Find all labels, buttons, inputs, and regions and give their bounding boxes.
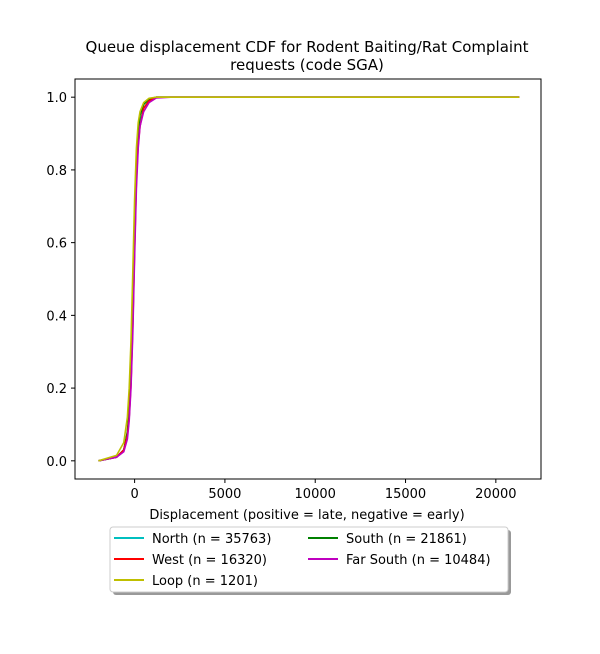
legend-label-2: Loop (n = 1201) xyxy=(152,574,258,589)
x-tick-label-4: 20000 xyxy=(475,487,516,502)
x-axis-label: Displacement (positive = late, negative … xyxy=(149,508,464,523)
series-line-4 xyxy=(98,96,520,462)
series-line-1 xyxy=(98,96,520,462)
chart-title-line2: requests (code SGA) xyxy=(230,56,384,74)
x-tick-label-1: 5000 xyxy=(208,487,241,502)
series-line-3 xyxy=(98,96,520,462)
legend-label-0: North (n = 35763) xyxy=(152,532,271,547)
x-tick-label-2: 10000 xyxy=(295,487,336,502)
y-tick-label-0: 0.0 xyxy=(46,455,67,470)
legend-label-3: South (n = 21861) xyxy=(346,532,467,547)
legend-label-1: West (n = 16320) xyxy=(152,553,267,568)
y-tick-label-1: 0.2 xyxy=(46,382,67,397)
plot-frame xyxy=(74,78,542,480)
y-tick-label-3: 0.6 xyxy=(46,237,67,252)
y-tick-label-4: 0.8 xyxy=(46,164,67,179)
chart-title-line1: Queue displacement CDF for Rodent Baitin… xyxy=(86,38,529,56)
x-tick-label-3: 15000 xyxy=(385,487,426,502)
legend: North (n = 35763) West (n = 16320) Loop (n… xyxy=(109,526,511,595)
y-tick-label-5: 1.0 xyxy=(46,91,67,106)
y-tick-label-2: 0.4 xyxy=(46,309,67,324)
legend-label-4: Far South (n = 10484) xyxy=(346,553,491,568)
x-tick-label-0: 0 xyxy=(130,487,138,502)
series-line-2 xyxy=(98,96,520,462)
plot-area: 0 5000 10000 15000 20000 0.0 0.2 0.4 0.6 0.8 1.0 xyxy=(46,78,542,502)
series-line-0 xyxy=(98,96,520,462)
